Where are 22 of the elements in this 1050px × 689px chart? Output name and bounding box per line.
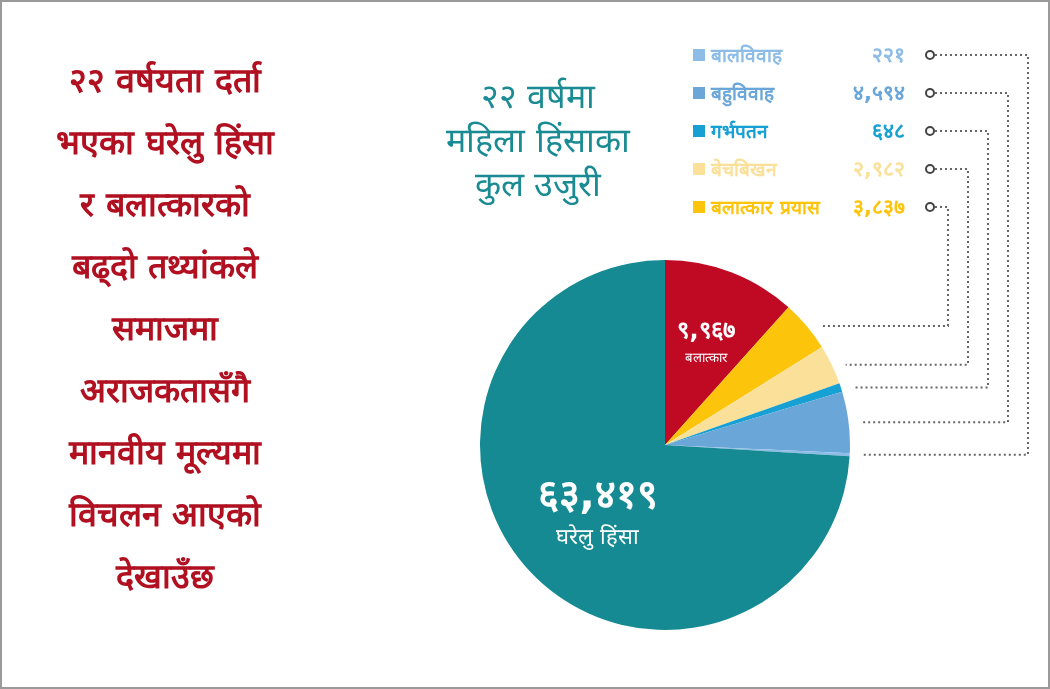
data-label: ९,९६७ [677, 315, 735, 344]
legend-label: बलात्कार प्रयास [710, 196, 821, 218]
legend-label: गर्भपतन [710, 120, 769, 142]
pie-slice [665, 346, 840, 445]
data-label: २,९८२ [853, 157, 905, 181]
data-label: ३,८३७ [853, 195, 905, 219]
legend-label: बालविवाह [710, 44, 783, 66]
pie-slice [665, 391, 850, 454]
legend-label: बहुविवाह [710, 82, 775, 107]
pie-slice [665, 260, 789, 445]
text: २२ वर्षयता दर्ता भएका घरेलु हिंसा र बलात्कारको बढ्दो तथ्यांकले समाजमा अराजकतासँगै मानवीय मूल्यमा विचलन आएको देखाउँछ [56, 60, 274, 596]
legend-label: बेचबिखन [710, 158, 778, 180]
text: २२ वर्षमा महिला हिंसाका कुल उजुरी [446, 76, 631, 206]
slice-label: घरेलु हिंसा [556, 524, 640, 551]
slice-label: बलात्कार [685, 349, 728, 365]
data-label: ६३,४१९ [537, 471, 658, 518]
pie-slice [480, 260, 850, 630]
data-label: २२१ [872, 43, 905, 67]
pie-slice [665, 383, 843, 445]
data-label: ६४८ [872, 119, 905, 143]
pie-slice [665, 307, 822, 445]
data-label: ४,५९४ [853, 81, 905, 105]
